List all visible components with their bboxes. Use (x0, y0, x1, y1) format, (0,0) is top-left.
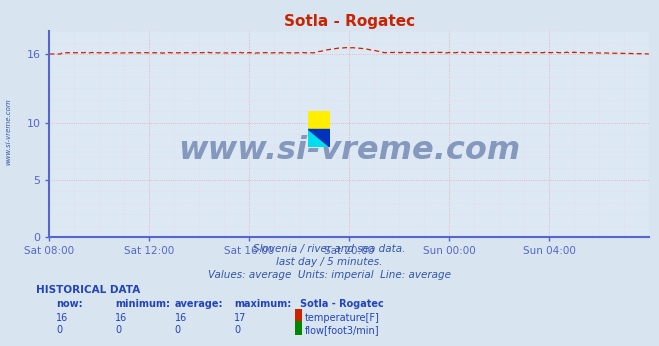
Text: now:: now: (56, 299, 82, 309)
Text: 16: 16 (175, 313, 187, 323)
Text: flow[foot3/min]: flow[foot3/min] (305, 325, 380, 335)
Text: HISTORICAL DATA: HISTORICAL DATA (36, 285, 140, 295)
Text: www.si-vreme.com: www.si-vreme.com (178, 135, 521, 166)
Bar (308, 111, 330, 129)
Polygon shape (308, 129, 330, 147)
Text: 0: 0 (175, 325, 181, 335)
Title: Sotla - Rogatec: Sotla - Rogatec (284, 13, 415, 29)
Text: Values: average  Units: imperial  Line: average: Values: average Units: imperial Line: av… (208, 270, 451, 280)
Text: 16: 16 (56, 313, 69, 323)
Text: Slovenia / river and sea data.: Slovenia / river and sea data. (253, 244, 406, 254)
Text: temperature[F]: temperature[F] (305, 313, 380, 323)
Text: 0: 0 (115, 325, 121, 335)
Text: www.si-vreme.com: www.si-vreme.com (5, 98, 12, 165)
Text: 0: 0 (234, 325, 240, 335)
Text: minimum:: minimum: (115, 299, 170, 309)
Text: 0: 0 (56, 325, 62, 335)
Text: 16: 16 (115, 313, 128, 323)
Polygon shape (308, 129, 330, 147)
Text: average:: average: (175, 299, 223, 309)
Text: last day / 5 minutes.: last day / 5 minutes. (276, 257, 383, 267)
Text: Sotla - Rogatec: Sotla - Rogatec (300, 299, 384, 309)
Text: 17: 17 (234, 313, 246, 323)
Text: maximum:: maximum: (234, 299, 291, 309)
